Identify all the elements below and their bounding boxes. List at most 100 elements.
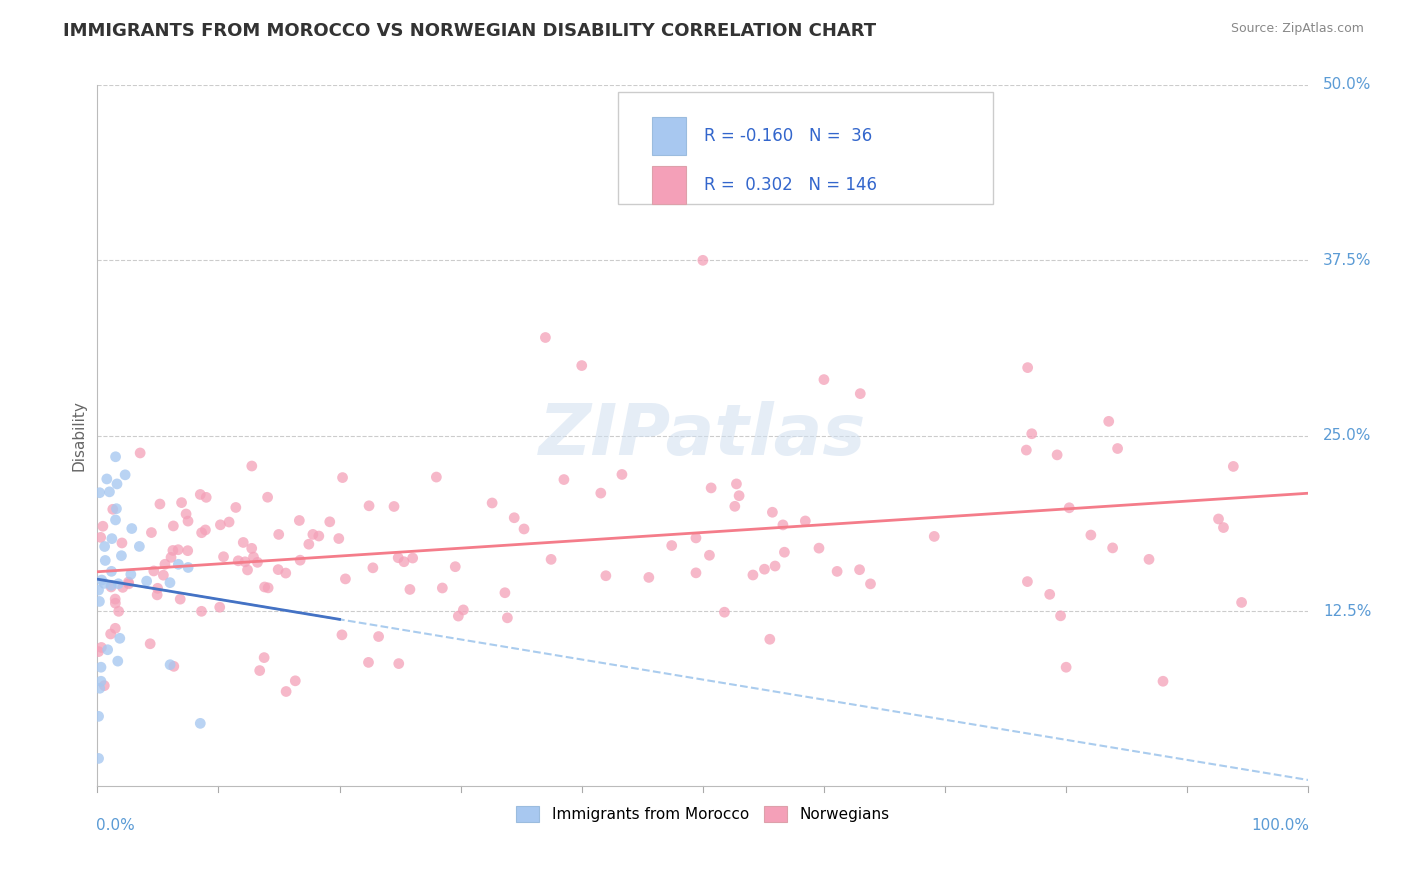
Point: [922, 529, 945, 543]
Point: [108, 632, 131, 646]
Point: [160, 550, 183, 565]
Point: [335, 572, 357, 586]
Point: [90, 674, 112, 689]
Point: [357, 656, 380, 670]
Point: [146, 588, 169, 602]
Point: [328, 532, 350, 546]
Point: [87, 583, 110, 598]
Text: R =  0.302   N = 146: R = 0.302 N = 146: [704, 176, 877, 194]
Point: [242, 550, 264, 565]
Point: [218, 515, 240, 529]
Point: [104, 513, 127, 527]
Point: [1015, 443, 1038, 458]
Point: [96, 472, 118, 486]
Point: [685, 531, 707, 545]
Point: [399, 582, 422, 597]
Text: 25.0%: 25.0%: [1323, 428, 1371, 443]
Point: [149, 497, 172, 511]
Point: [188, 487, 211, 501]
Point: [724, 500, 747, 514]
Point: [1137, 552, 1160, 566]
Point: [256, 490, 278, 504]
Point: [107, 576, 129, 591]
Point: [135, 574, 157, 588]
Point: [225, 500, 247, 515]
Point: [107, 654, 129, 668]
Point: [129, 446, 152, 460]
Point: [190, 604, 212, 618]
Point: [453, 603, 475, 617]
Point: [100, 627, 122, 641]
Point: [257, 581, 280, 595]
Point: [713, 605, 735, 619]
Point: [93, 679, 115, 693]
Text: IMMIGRANTS FROM MOROCCO VS NORWEGIAN DISABILITY CORRELATION CHART: IMMIGRANTS FROM MOROCCO VS NORWEGIAN DIS…: [63, 22, 876, 40]
Point: [159, 657, 181, 672]
Point: [1212, 520, 1234, 534]
Point: [104, 596, 127, 610]
Point: [101, 502, 124, 516]
Point: [425, 470, 447, 484]
Point: [494, 586, 516, 600]
Point: [1098, 414, 1121, 428]
Point: [89, 681, 111, 696]
Point: [794, 514, 817, 528]
Point: [253, 580, 276, 594]
Point: [382, 500, 405, 514]
Point: [432, 581, 454, 595]
Point: [120, 567, 142, 582]
Point: [1046, 448, 1069, 462]
Point: [332, 470, 354, 484]
Legend: Immigrants from Morocco, Norwegians: Immigrants from Morocco, Norwegians: [510, 800, 896, 828]
Point: [284, 673, 307, 688]
Point: [1101, 541, 1123, 555]
Point: [246, 555, 269, 569]
Point: [90, 640, 112, 655]
Point: [825, 565, 848, 579]
Point: [153, 558, 176, 572]
Point: [240, 458, 263, 473]
Point: [308, 529, 330, 543]
Point: [169, 592, 191, 607]
Text: 0.0%: 0.0%: [96, 818, 135, 833]
Point: [128, 540, 150, 554]
Point: [1152, 674, 1174, 689]
Point: [167, 542, 190, 557]
Point: [302, 527, 325, 541]
Point: [233, 555, 256, 569]
Point: [298, 537, 321, 551]
Bar: [652, 166, 686, 204]
Point: [392, 555, 415, 569]
Point: [553, 473, 575, 487]
Point: [274, 684, 297, 698]
Point: [188, 716, 211, 731]
Point: [94, 553, 117, 567]
Point: [249, 664, 271, 678]
Point: [330, 628, 353, 642]
Point: [725, 476, 748, 491]
Point: [167, 558, 190, 572]
Point: [87, 645, 110, 659]
Point: [772, 517, 794, 532]
Point: [1039, 587, 1062, 601]
Point: [141, 525, 163, 540]
Point: [89, 485, 111, 500]
Point: [661, 539, 683, 553]
Point: [90, 530, 112, 544]
Point: [87, 709, 110, 723]
Point: [637, 570, 659, 584]
Point: [848, 563, 870, 577]
Point: [209, 517, 232, 532]
Point: [146, 582, 169, 596]
Point: [813, 373, 835, 387]
Point: [177, 514, 200, 528]
Point: [288, 513, 311, 527]
Point: [104, 592, 127, 607]
Text: 37.5%: 37.5%: [1323, 252, 1371, 268]
Text: 100.0%: 100.0%: [1251, 818, 1309, 833]
Point: [253, 650, 276, 665]
Point: [534, 330, 557, 344]
Point: [104, 621, 127, 635]
Point: [496, 611, 519, 625]
Point: [388, 657, 411, 671]
